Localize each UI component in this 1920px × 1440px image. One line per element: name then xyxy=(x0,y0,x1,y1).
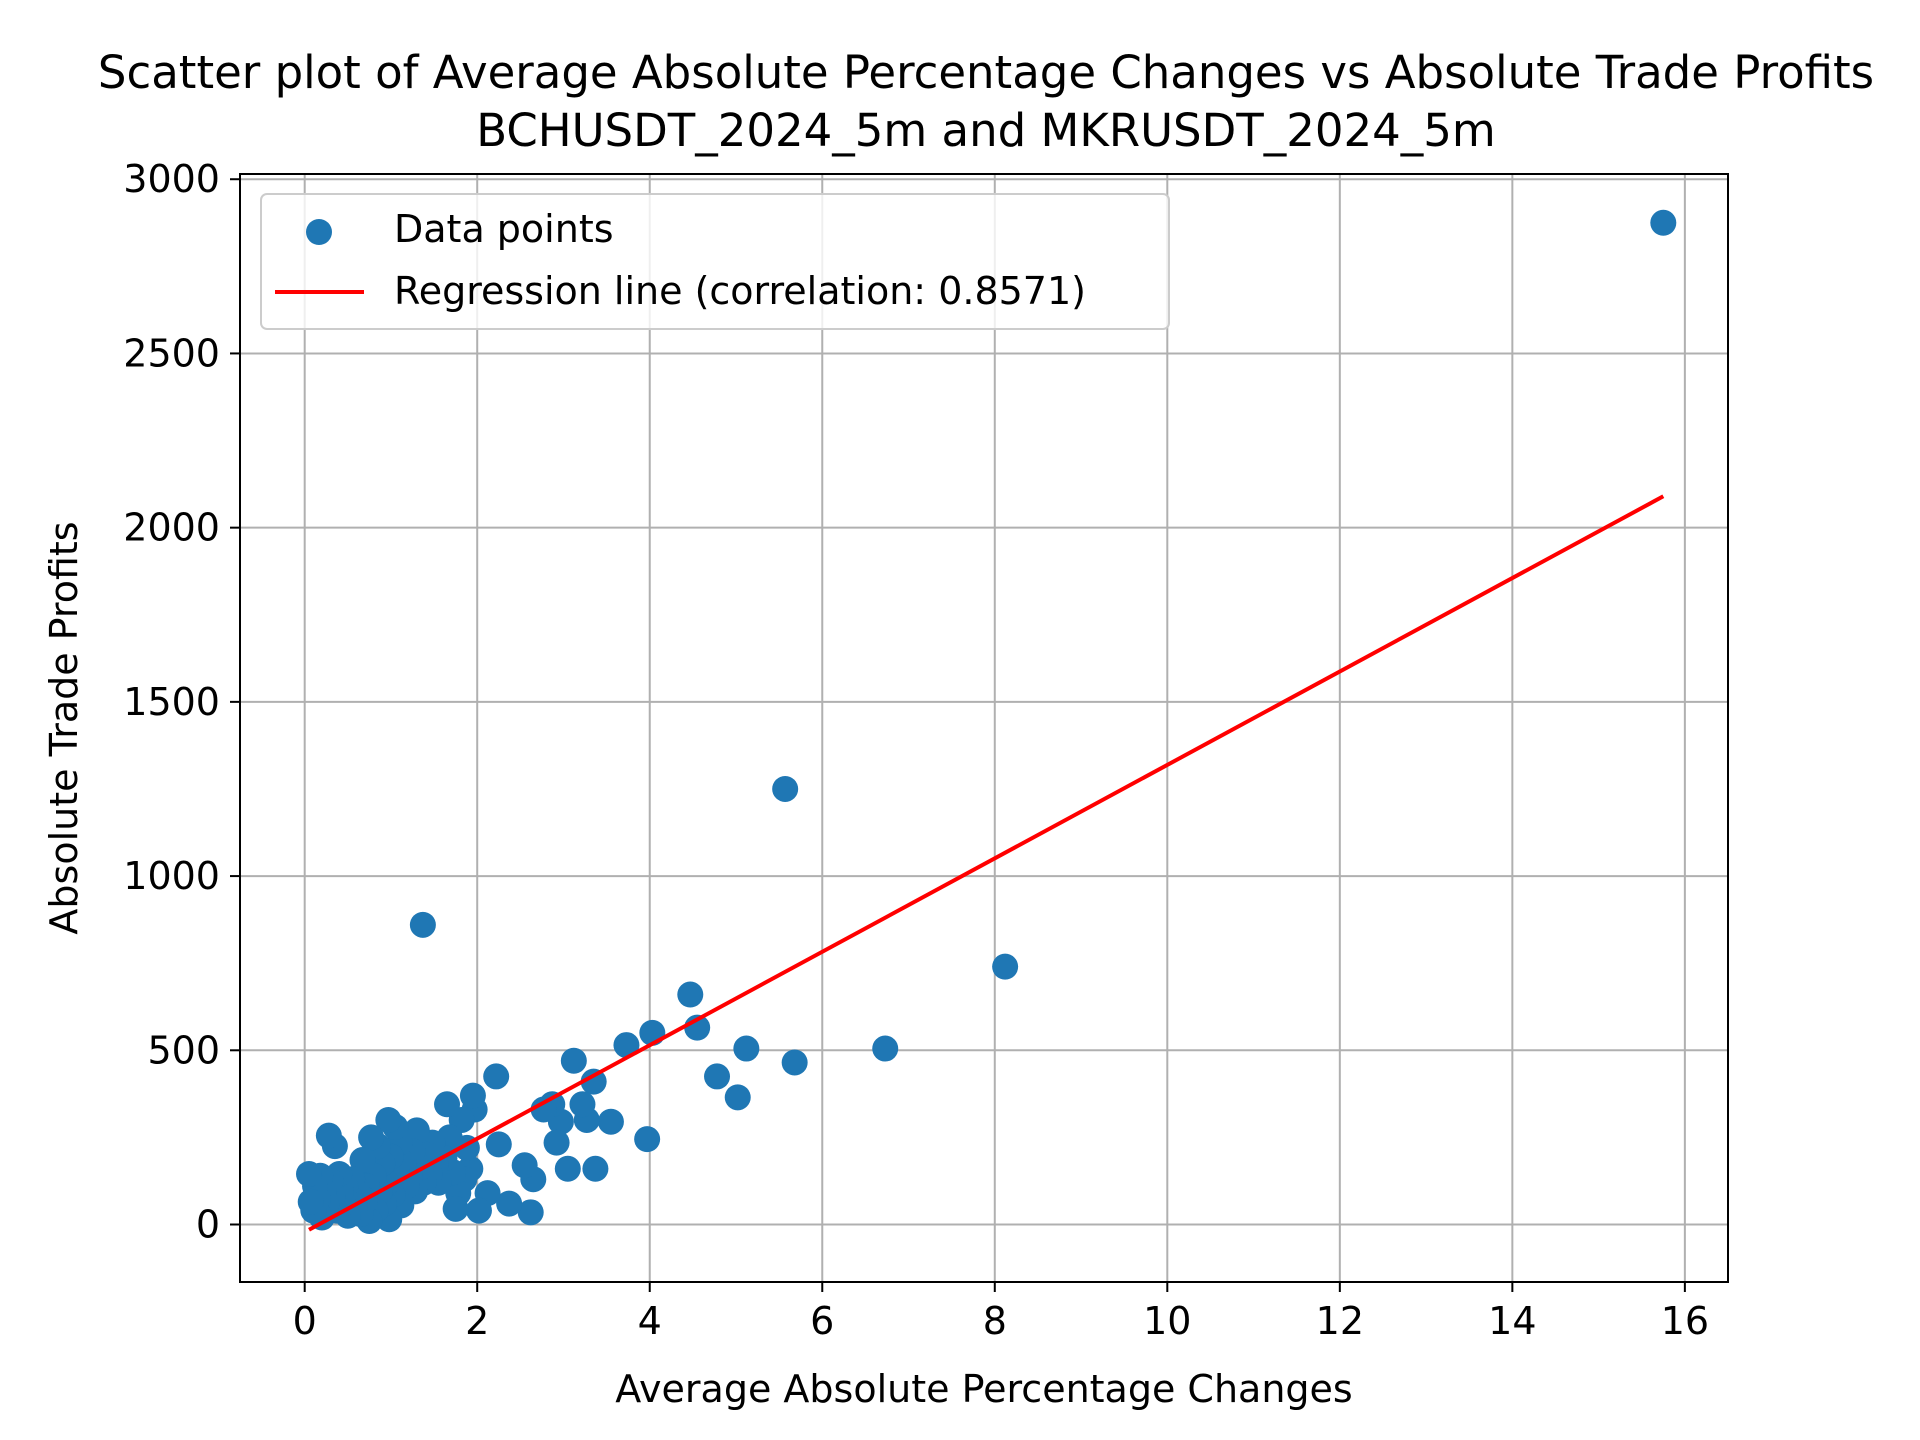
x-tick-label: 0 xyxy=(293,1299,317,1343)
x-tick-label: 2 xyxy=(465,1299,489,1343)
legend-marker-points xyxy=(306,219,332,245)
chart-title: Scatter plot of Average Absolute Percent… xyxy=(98,46,1874,99)
data-point xyxy=(613,1032,640,1059)
legend-label-points: Data points xyxy=(394,207,614,251)
data-point xyxy=(349,1147,376,1174)
x-tick-label: 14 xyxy=(1488,1299,1536,1343)
y-axis-label: Absolute Trade Profits xyxy=(42,521,86,934)
data-point xyxy=(434,1091,461,1118)
data-point xyxy=(634,1126,661,1153)
data-point xyxy=(872,1035,899,1062)
x-tick-label: 10 xyxy=(1143,1299,1191,1343)
y-tick-label: 1000 xyxy=(123,854,220,898)
data-point xyxy=(781,1049,808,1076)
plot-frame xyxy=(239,173,1729,1283)
y-tick-label: 2000 xyxy=(123,506,220,550)
data-point xyxy=(554,1155,581,1182)
data-point xyxy=(511,1152,538,1179)
data-point xyxy=(992,953,1019,980)
x-axis-label: Average Absolute Percentage Changes xyxy=(615,1367,1352,1411)
legend: Data points Regression line (correlation… xyxy=(260,193,1170,330)
data-point xyxy=(543,1129,570,1156)
data-point xyxy=(358,1124,385,1151)
data-point xyxy=(582,1155,609,1182)
data-point xyxy=(297,1188,324,1215)
data-point xyxy=(580,1068,607,1095)
data-point xyxy=(465,1197,492,1224)
y-tick-label: 2500 xyxy=(123,331,220,375)
y-tick-label: 0 xyxy=(196,1203,220,1247)
data-point xyxy=(517,1199,544,1226)
data-point xyxy=(483,1063,510,1090)
regression-line xyxy=(308,494,1665,1232)
x-tick-label: 16 xyxy=(1661,1299,1709,1343)
data-point xyxy=(459,1082,486,1109)
data-point xyxy=(677,981,704,1008)
data-point xyxy=(733,1035,760,1062)
axis-ticks: 0 2 4 6 8 10 12 14 16 0 500 1000 1500 2000 2500 3000 xyxy=(123,157,1709,1343)
legend-box xyxy=(260,193,1170,330)
data-point xyxy=(296,1160,323,1187)
x-tick-label: 12 xyxy=(1316,1299,1364,1343)
data-point xyxy=(704,1063,731,1090)
data-point xyxy=(315,1122,342,1149)
data-point xyxy=(530,1096,557,1123)
x-tick-label: 6 xyxy=(810,1299,834,1343)
legend-label-regression: Regression line (correlation: 0.8571) xyxy=(394,269,1086,313)
series-layer xyxy=(296,209,1677,1235)
y-tick-label: 3000 xyxy=(123,157,220,201)
x-tick-label: 8 xyxy=(983,1299,1007,1343)
data-point xyxy=(569,1091,596,1118)
data-point xyxy=(375,1106,402,1133)
data-point xyxy=(1650,209,1677,236)
x-tick-label: 4 xyxy=(638,1299,662,1343)
grid xyxy=(240,174,1728,1282)
y-tick-label: 500 xyxy=(147,1028,220,1072)
data-point xyxy=(724,1084,751,1111)
data-point xyxy=(485,1131,512,1158)
data-point xyxy=(409,911,436,938)
data-point xyxy=(772,775,799,802)
data-point xyxy=(597,1108,624,1135)
data-point xyxy=(496,1190,523,1217)
chart-subtitle: BCHUSDT_2024_5m and MKRUSDT_2024_5m xyxy=(476,104,1495,157)
data-point xyxy=(442,1195,469,1222)
y-tick-label: 1500 xyxy=(123,680,220,724)
data-point xyxy=(560,1047,587,1074)
